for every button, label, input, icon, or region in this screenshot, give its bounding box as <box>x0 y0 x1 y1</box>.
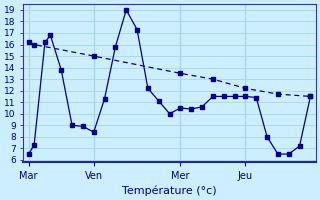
X-axis label: Température (°c): Température (°c) <box>122 185 217 196</box>
